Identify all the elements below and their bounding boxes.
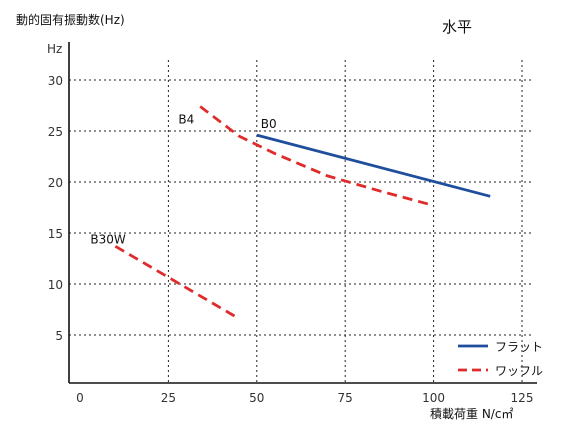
y-axis-label: 動的固有振動数(Hz) — [16, 12, 125, 27]
legend-label-1: ワッフル — [495, 364, 543, 378]
series-lines — [114, 105, 491, 320]
series-label-b30w: B30W — [90, 232, 126, 246]
x-tick-label-75: 75 — [338, 391, 353, 405]
series-labels: B0 B4 B30W — [90, 113, 276, 247]
axes — [68, 42, 537, 384]
x-axis-label: 積載荷重 N/c㎡ — [430, 406, 513, 421]
x-tick-label-100: 100 — [422, 391, 445, 405]
grid — [69, 60, 532, 383]
x-tick-label-50: 50 — [249, 391, 264, 405]
y-tick-label-20: 20 — [48, 176, 63, 190]
series-label-b4: B4 — [178, 113, 194, 127]
y-tick-label-25: 25 — [48, 125, 63, 139]
x-tick-label-125: 125 — [511, 391, 534, 405]
series-label-b0: B0 — [261, 117, 277, 131]
y-tick-labels: 5 10 15 20 25 30 — [48, 74, 63, 343]
y-tick-label-15: 15 — [48, 227, 63, 241]
x-tick-label-25: 25 — [161, 391, 176, 405]
series-line-b0 — [256, 133, 491, 198]
series-line-b30w — [114, 245, 240, 320]
legend-label-0: フラット — [495, 340, 543, 354]
y-tick-label-5: 5 — [55, 329, 63, 343]
y-tick-label-10: 10 — [48, 278, 63, 292]
y-tick-label-30: 30 — [48, 74, 63, 88]
x-tick-label-0: 0 — [76, 391, 84, 405]
x-tick-labels: 0 25 50 75 100 125 — [76, 391, 533, 405]
y-unit-label: Hz — [47, 42, 62, 56]
series-line-b4 — [199, 105, 434, 207]
chart-title: 水平 — [442, 18, 472, 36]
